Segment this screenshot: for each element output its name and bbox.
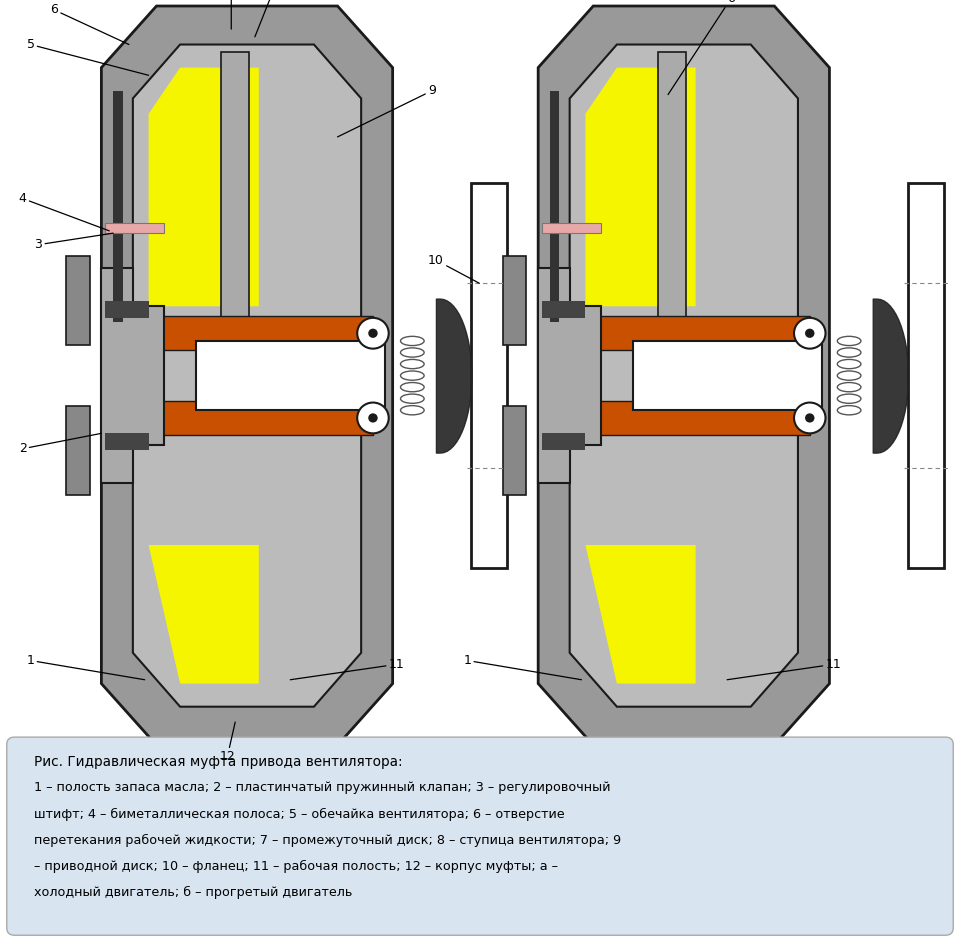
Text: 1: 1	[464, 654, 582, 680]
Bar	[503, 407, 526, 495]
Text: 6: 6	[50, 4, 129, 44]
Polygon shape	[149, 68, 259, 306]
Circle shape	[357, 403, 389, 434]
Bar	[550, 91, 560, 322]
Text: перетекания рабочей жидкости; 7 – промежуточный диск; 8 – ступица вентилятора; 9: перетекания рабочей жидкости; 7 – промеж…	[34, 834, 621, 847]
Bar	[106, 223, 164, 233]
Polygon shape	[569, 44, 798, 707]
Circle shape	[805, 329, 814, 338]
Polygon shape	[539, 6, 829, 746]
Text: 11: 11	[290, 658, 404, 680]
Bar	[113, 91, 123, 322]
Text: 5: 5	[27, 38, 149, 75]
Polygon shape	[102, 6, 393, 746]
Bar	[658, 53, 686, 322]
Bar	[106, 300, 149, 317]
Bar	[66, 407, 89, 495]
Bar	[121, 316, 372, 350]
FancyBboxPatch shape	[7, 737, 953, 935]
Text: Рис. Гидравлическая муфта привода вентилятора:: Рис. Гидравлическая муфта привода вентил…	[34, 755, 402, 769]
Circle shape	[369, 413, 377, 423]
Text: штифт; 4 – биметаллическая полоса; 5 – обечайка вентилятора; 6 – отверстие: штифт; 4 – биметаллическая полоса; 5 – о…	[34, 808, 564, 821]
Text: 1 – полость запаса масла; 2 – пластинчатый пружинный клапан; 3 – регулировочный: 1 – полость запаса масла; 2 – пластинчат…	[34, 781, 611, 794]
Polygon shape	[102, 268, 164, 484]
Bar	[503, 256, 526, 345]
Circle shape	[357, 317, 389, 348]
Bar	[66, 256, 89, 345]
Polygon shape	[586, 545, 696, 684]
Bar	[542, 223, 601, 233]
Polygon shape	[149, 545, 259, 684]
Polygon shape	[132, 44, 361, 707]
Bar	[121, 401, 372, 435]
Text: 3: 3	[35, 233, 113, 252]
Polygon shape	[586, 68, 696, 306]
Bar	[196, 341, 385, 410]
Bar	[558, 401, 810, 435]
Circle shape	[369, 329, 377, 338]
Text: 12: 12	[220, 722, 235, 763]
Bar	[471, 183, 507, 568]
Bar	[106, 434, 149, 451]
Text: 7: 7	[228, 0, 235, 29]
Text: 2: 2	[18, 433, 102, 455]
Text: холодный двигатель; б – прогретый двигатель: холодный двигатель; б – прогретый двигат…	[34, 886, 352, 900]
Circle shape	[794, 317, 826, 348]
Text: 9: 9	[338, 85, 436, 137]
Text: 10: 10	[428, 254, 479, 284]
Text: 11: 11	[727, 658, 841, 680]
Bar	[221, 53, 250, 322]
Bar	[908, 183, 944, 568]
Bar	[558, 316, 810, 350]
Polygon shape	[539, 268, 601, 484]
Circle shape	[794, 403, 826, 434]
Bar	[542, 434, 586, 451]
Text: 6: 6	[668, 0, 735, 95]
Text: 1: 1	[27, 654, 145, 680]
Text: – приводной диск; 10 – фланец; 11 – рабочая полость; 12 – корпус муфты; а –: – приводной диск; 10 – фланец; 11 – рабо…	[34, 860, 558, 873]
Bar	[633, 341, 822, 410]
Text: 4: 4	[18, 192, 109, 231]
Circle shape	[805, 413, 814, 423]
Text: 8: 8	[255, 0, 286, 37]
Bar	[542, 300, 586, 317]
